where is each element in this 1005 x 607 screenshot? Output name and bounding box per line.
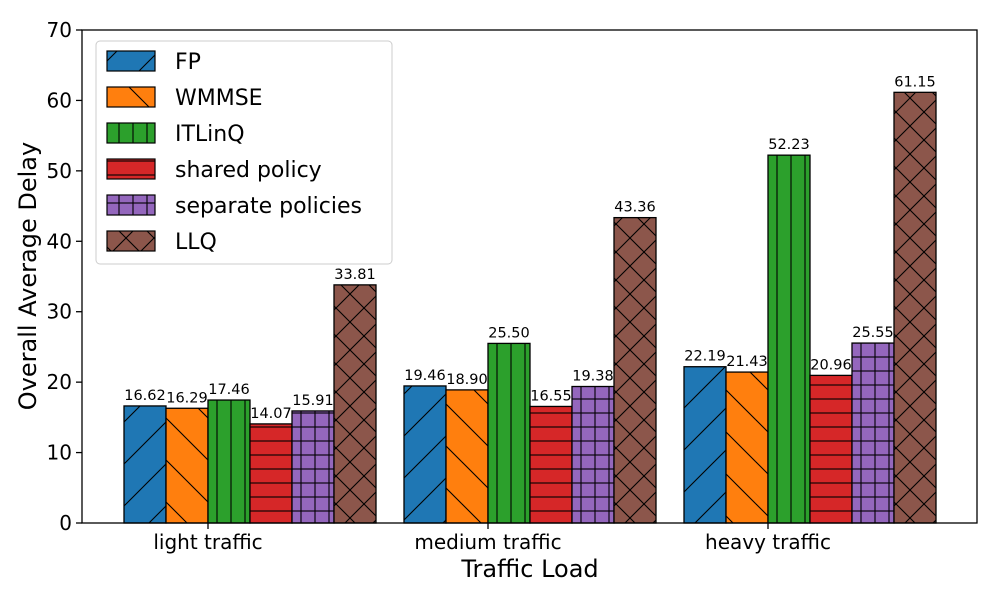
bar-fp-2: [683, 366, 727, 524]
legend-label: separate policies: [175, 194, 362, 219]
legend: FP WMMSE ITLinQ shared policy separate polic…: [95, 40, 393, 265]
bar-llq-2: [893, 91, 937, 524]
y-tick-label: 40: [47, 229, 72, 253]
bar-separate-policies-1: [571, 385, 615, 524]
data-label: 33.81: [334, 267, 376, 283]
x-tick-label: heavy traffic: [705, 530, 831, 554]
data-label: 20.96: [810, 357, 852, 373]
data-label: 15.91: [292, 393, 334, 409]
bar-separate-policies-2: [851, 342, 895, 524]
bar-itlinq-0: [207, 399, 251, 524]
y-tick-label: 30: [47, 300, 72, 324]
legend-swatch: [106, 50, 156, 72]
bar-shared-policy-2: [809, 374, 853, 524]
bar-separate-policies-0: [291, 410, 335, 524]
data-label: 16.55: [530, 388, 572, 404]
legend-label: FP: [175, 50, 201, 75]
legend-swatch: [106, 194, 156, 216]
legend-frame: [95, 40, 393, 265]
data-label: 21.43: [726, 354, 768, 370]
y-tick-label: 50: [47, 159, 72, 183]
data-label: 17.46: [208, 382, 250, 398]
legend-label: WMMSE: [175, 86, 263, 111]
bar-llq-0: [333, 284, 377, 524]
data-label: 16.29: [166, 390, 208, 406]
data-label: 18.90: [446, 372, 488, 388]
legend-swatch: [106, 122, 156, 144]
bar-shared-policy-1: [529, 405, 573, 524]
bar-wmmse-0: [165, 407, 209, 524]
data-label: 14.07: [250, 406, 292, 422]
data-label: 43.36: [614, 200, 656, 216]
legend-swatch: [106, 86, 156, 108]
plot-frame: [81, 29, 978, 524]
legend-label: ITLinQ: [175, 122, 245, 147]
bar-fp-0: [123, 405, 167, 524]
bar-itlinq-2: [767, 154, 811, 524]
legend-label: shared policy: [175, 158, 322, 183]
data-label: 25.55: [852, 325, 894, 341]
x-axis-title: Traffic Load: [460, 555, 598, 583]
y-tick-label: 0: [59, 511, 72, 535]
data-label: 52.23: [768, 137, 810, 153]
bar-wmmse-2: [725, 371, 769, 524]
bar-shared-policy-0: [249, 423, 293, 524]
bar-fp-1: [403, 385, 447, 524]
y-axis-title: Overall Average Delay: [14, 142, 42, 410]
data-label: 19.38: [572, 369, 614, 385]
data-label: 25.50: [488, 325, 530, 341]
legend-swatch: [106, 230, 156, 252]
data-label: 16.62: [124, 388, 166, 404]
legend-swatch: [106, 158, 156, 180]
x-tick-label: light traffic: [153, 530, 262, 554]
y-tick-label: 70: [47, 18, 72, 42]
bar-wmmse-1: [445, 389, 489, 524]
data-label: 61.15: [894, 74, 936, 90]
bar-llq-1: [613, 216, 657, 524]
y-tick-label: 10: [47, 441, 72, 465]
data-label: 22.19: [684, 349, 726, 365]
x-tick-label: medium traffic: [414, 530, 561, 554]
data-labels-layer: 16.62 19.46 22.19 16.29 18.90 21.43 17.46 25.50…: [124, 74, 936, 422]
bar-itlinq-1: [487, 342, 531, 524]
axes-layer: 0 10 20 30 40 50 60 70 light traffic medium traff…: [47, 18, 978, 554]
data-label: 19.46: [404, 368, 446, 384]
y-tick-label: 60: [47, 88, 72, 112]
bars-layer: [123, 91, 937, 524]
y-tick-label: 20: [47, 370, 72, 394]
legend-label: LLQ: [175, 230, 217, 255]
